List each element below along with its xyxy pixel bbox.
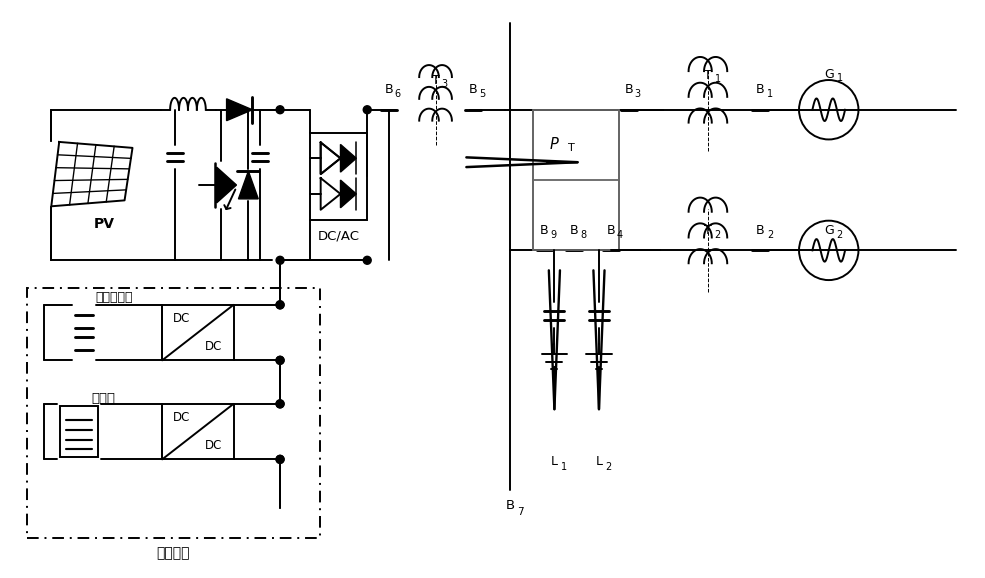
Text: L: L xyxy=(596,455,603,468)
Circle shape xyxy=(276,106,284,114)
Text: 5: 5 xyxy=(479,89,486,99)
Text: B: B xyxy=(469,83,478,97)
Text: DC: DC xyxy=(205,340,223,353)
Circle shape xyxy=(276,400,284,408)
Text: B: B xyxy=(756,224,764,237)
Text: T: T xyxy=(568,143,574,153)
Text: T: T xyxy=(704,69,712,81)
Text: L: L xyxy=(551,455,558,468)
Polygon shape xyxy=(238,171,258,199)
Text: 蓄电池: 蓄电池 xyxy=(92,392,116,405)
Circle shape xyxy=(276,301,284,309)
Polygon shape xyxy=(341,144,357,172)
Text: DC: DC xyxy=(173,312,191,325)
Circle shape xyxy=(276,400,284,408)
Text: 7: 7 xyxy=(517,507,524,517)
Circle shape xyxy=(276,256,284,264)
Text: G: G xyxy=(823,68,833,80)
Polygon shape xyxy=(217,167,236,203)
Text: 1: 1 xyxy=(836,73,843,83)
Text: B: B xyxy=(607,224,616,237)
Polygon shape xyxy=(227,99,252,121)
Circle shape xyxy=(276,455,284,464)
Bar xyxy=(27,288,320,538)
Text: 2: 2 xyxy=(715,229,721,239)
Text: T: T xyxy=(704,224,712,237)
Text: B: B xyxy=(756,83,764,97)
Text: DC: DC xyxy=(205,439,223,452)
Text: DC/AC: DC/AC xyxy=(317,229,360,242)
Circle shape xyxy=(276,357,284,364)
Text: PV: PV xyxy=(94,217,114,231)
Bar xyxy=(163,404,233,460)
Circle shape xyxy=(363,106,371,114)
Circle shape xyxy=(276,301,284,309)
Text: B: B xyxy=(505,499,514,512)
Text: 3: 3 xyxy=(634,89,640,99)
Text: 3: 3 xyxy=(441,79,447,89)
Text: DC: DC xyxy=(173,412,191,424)
Circle shape xyxy=(363,256,371,264)
Text: $P$: $P$ xyxy=(549,136,559,153)
Text: 2: 2 xyxy=(836,229,843,239)
Text: B: B xyxy=(385,83,393,97)
Polygon shape xyxy=(341,180,357,208)
Text: 2: 2 xyxy=(767,229,773,239)
Text: 8: 8 xyxy=(580,229,586,239)
Text: B: B xyxy=(624,83,633,97)
Text: G: G xyxy=(823,224,833,237)
Text: 4: 4 xyxy=(617,229,623,239)
Text: 2: 2 xyxy=(606,462,612,472)
Circle shape xyxy=(276,357,284,364)
Circle shape xyxy=(276,455,284,464)
Bar xyxy=(60,406,98,457)
Text: B: B xyxy=(540,224,549,237)
Text: T: T xyxy=(431,73,439,87)
Text: B: B xyxy=(570,224,578,237)
Text: 9: 9 xyxy=(551,229,557,239)
Bar xyxy=(163,305,233,360)
Text: 1: 1 xyxy=(767,89,773,99)
Text: 超级电容器: 超级电容器 xyxy=(95,291,132,305)
Bar xyxy=(309,132,367,220)
Text: 1: 1 xyxy=(561,462,567,472)
Text: 6: 6 xyxy=(395,89,401,99)
Text: 1: 1 xyxy=(715,74,721,84)
Text: 混合储能: 混合储能 xyxy=(157,546,190,561)
Bar xyxy=(533,110,619,250)
